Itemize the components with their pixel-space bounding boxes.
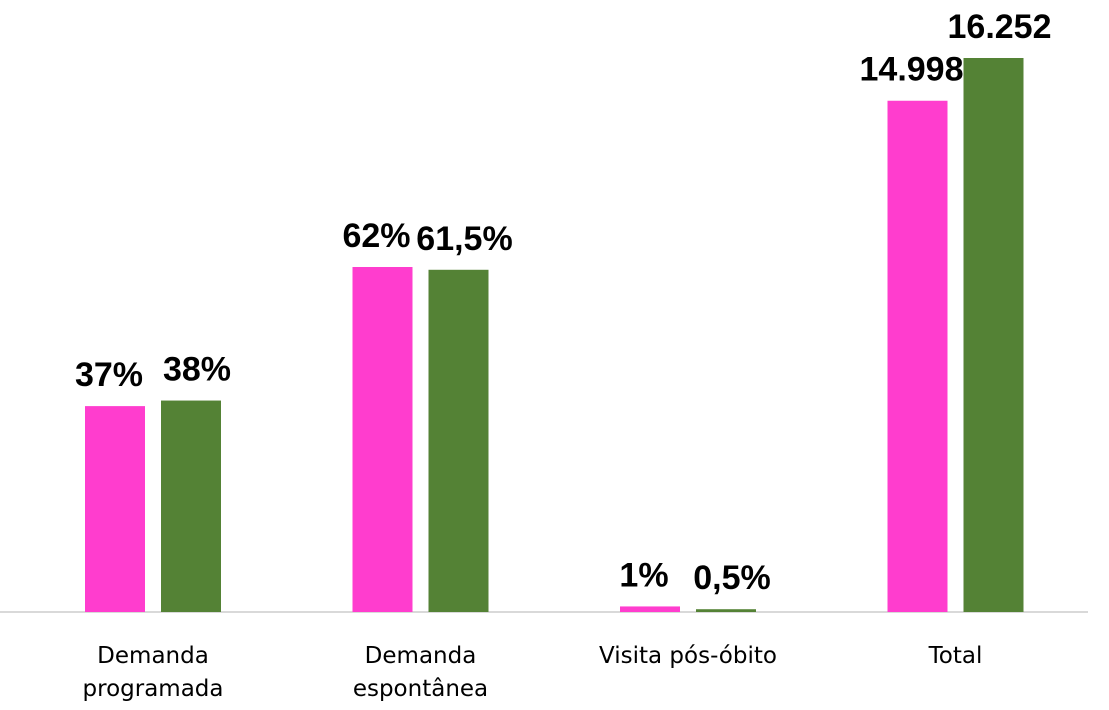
bar: [620, 606, 680, 612]
data-label: 14.998: [860, 51, 964, 89]
x-tick-label: Demanda programada: [82, 643, 224, 702]
data-label: 0,5%: [693, 559, 771, 597]
data-label: 37%: [75, 356, 143, 394]
data-label: 38%: [163, 351, 231, 389]
data-label: 62%: [342, 217, 410, 255]
bar: [428, 269, 489, 612]
bar: [963, 58, 1024, 612]
bar: [161, 400, 221, 612]
bar: [352, 267, 413, 612]
bar: [85, 406, 145, 612]
x-tick-label: Demanda espontânea: [352, 643, 489, 702]
data-label: 16.252: [948, 8, 1052, 46]
x-tick-label: Visita pós-óbito: [599, 643, 777, 669]
data-label: 61,5%: [416, 220, 512, 258]
bar: [887, 100, 948, 612]
x-tick-label: Total: [928, 643, 983, 669]
data-label: 1%: [619, 556, 668, 594]
bar: [696, 609, 756, 612]
